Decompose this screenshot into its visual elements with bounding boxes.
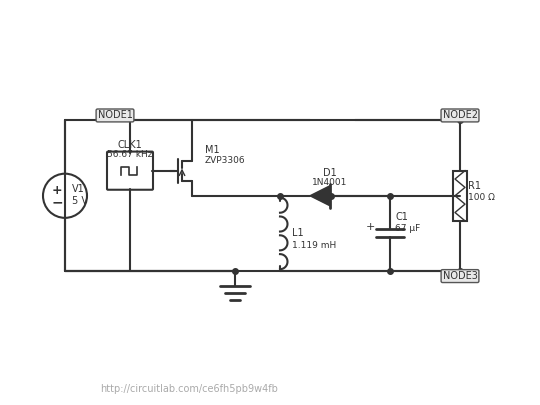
Text: −: − — [51, 196, 63, 210]
Text: ZVP3306: ZVP3306 — [205, 156, 246, 165]
FancyBboxPatch shape — [107, 151, 153, 190]
Text: 1N4001: 1N4001 — [312, 178, 348, 187]
Text: NODE1: NODE1 — [98, 111, 132, 120]
Bar — [453, 171, 467, 221]
Text: 1.119 mH: 1.119 mH — [292, 241, 336, 250]
Text: kwang90 / Buck-boost converter: kwang90 / Buck-boost converter — [100, 368, 291, 377]
Text: M1: M1 — [205, 145, 220, 155]
Text: C1: C1 — [395, 212, 408, 222]
Text: NODE3: NODE3 — [443, 271, 477, 281]
Text: CIRCUIT: CIRCUIT — [8, 368, 55, 377]
Text: —∼—  ■▬ LAB: —∼— ■▬ LAB — [8, 384, 72, 394]
Polygon shape — [310, 186, 330, 206]
Text: CLK1: CLK1 — [118, 140, 143, 149]
Text: 5 V: 5 V — [72, 196, 88, 206]
Text: R1: R1 — [468, 181, 481, 191]
Text: http://circuitlab.com/ce6fh5pb9w4fb: http://circuitlab.com/ce6fh5pb9w4fb — [100, 384, 278, 394]
Text: 100 Ω: 100 Ω — [468, 193, 495, 202]
Text: L1: L1 — [292, 228, 303, 239]
Text: D1: D1 — [323, 168, 337, 178]
Text: NODE2: NODE2 — [442, 111, 477, 120]
Text: 56.67 kHz: 56.67 kHz — [107, 150, 153, 159]
Text: +: + — [366, 222, 375, 232]
Text: +: + — [52, 184, 62, 197]
Text: 67 μF: 67 μF — [395, 224, 420, 233]
Text: V1: V1 — [72, 184, 85, 194]
